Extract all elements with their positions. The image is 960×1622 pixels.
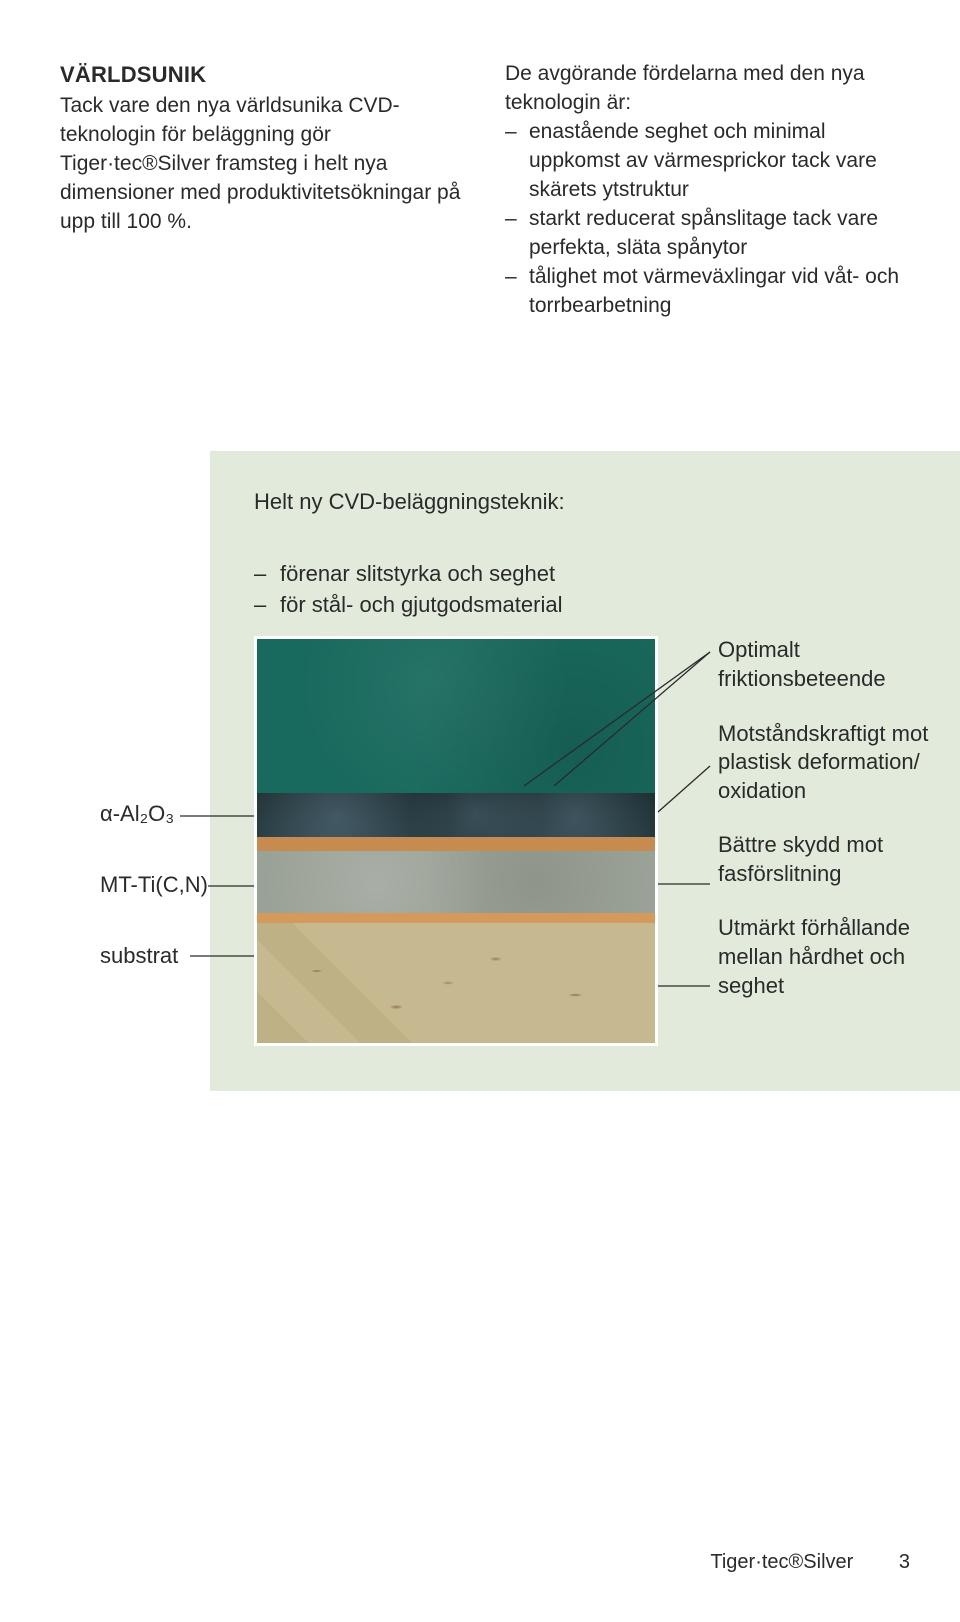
info-panel: Helt ny CVD-beläggningsteknik: förenar s… [210,451,960,1092]
footer-page-number: 3 [899,1551,910,1573]
right-bullet-1: enastående seghet och minimal uppkomst a… [505,118,910,205]
left-label-column: α-Al₂O₃ MT-Ti(C,N) substrat [100,800,250,1012]
right-bullet-3: tålighet mot värmeväxlingar vid våt- och… [505,263,910,321]
right-bullet-list: enastående seghet och minimal uppkomst a… [505,118,910,321]
right-intro: De avgörande fördelarna med den nya tekn… [505,60,910,118]
right-column: De avgörande fördelarna med den nya tekn… [505,60,910,321]
layer-orange-1 [257,837,655,851]
panel-bullet-2: för stål- och gjutgodsmaterial [254,590,940,621]
label-substrat: substrat [100,942,250,971]
panel-title: Helt ny CVD-beläggningsteknik: [254,489,940,515]
layer-gray [257,851,655,913]
diagram-row: α-Al₂O₃ MT-Ti(C,N) substrat [254,636,940,1046]
panel-bullet-list: förenar slitstyrka och seghet för stål- … [254,559,940,621]
left-column: VÄRLDSUNIK Tack vare den nya världsunika… [60,60,465,321]
rlabel-plastic: Motståndskraftigt mot plastisk deformati… [718,720,940,806]
label-al2o3: α-Al₂O₃ [100,800,250,829]
panel-bullet-1: förenar slitstyrka och seghet [254,559,940,590]
right-bullet-2: starkt reducerat spånslitage tack vare p… [505,205,910,263]
left-paragraph: Tack vare den nya världsunika CVD-teknol… [60,92,465,237]
label-mtticn: MT-Ti(C,N) [100,871,250,900]
layer-substrate [257,923,655,1043]
heading-varldsunik: VÄRLDSUNIK [60,60,465,90]
rlabel-protect: Bättre skydd mot fasförslitning [718,831,940,888]
footer-brand: Tiger·tec®Silver [710,1551,853,1573]
layer-orange-2 [257,913,655,923]
layer-top-coating [257,639,655,793]
rlabel-friction: Optimalt friktionsbeteende [718,636,940,693]
page-footer: Tiger·tec®Silver 3 [710,1551,910,1574]
right-label-column: Optimalt friktionsbeteende Motståndskraf… [718,636,940,1026]
rlabel-hard: Utmärkt förhållande mellan hårdhet och s… [718,914,940,1000]
cross-section-image [254,636,658,1046]
layer-dark-band [257,793,655,837]
